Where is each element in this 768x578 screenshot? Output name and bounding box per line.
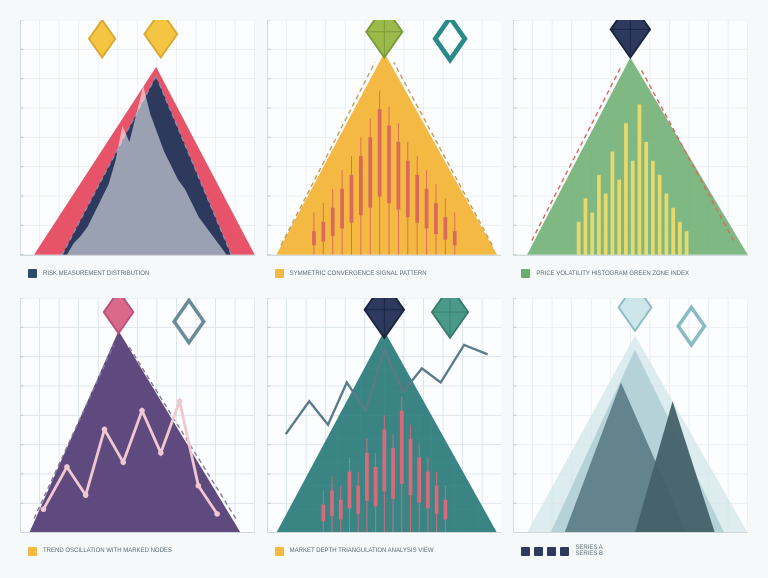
chart-legend: RISK MEASUREMENT DISTRIBUTION [20,262,255,286]
legend-icon [534,547,543,556]
legend-icon [275,269,284,278]
legend-text: PRICE VOLATILITY HISTOGRAM GREEN ZONE IN… [536,271,689,277]
legend-text: SYMMETRIC CONVERGENCE SIGNAL PATTERN [290,271,427,277]
chart-legend: TREND OSCILLATION WITH MARKED NODES [20,539,255,563]
chart-panel-1: SYMMETRIC CONVERGENCE SIGNAL PATTERN [267,20,502,286]
chart-area [513,20,748,256]
chart-panel-5: SERIES ASERIES B [513,298,748,564]
legend-text: SERIES B [575,551,603,557]
legend-text: RISK MEASUREMENT DISTRIBUTION [43,271,149,277]
chart-area [20,20,255,256]
legend-icon [547,547,556,556]
chart-legend: SYMMETRIC CONVERGENCE SIGNAL PATTERN [267,262,502,286]
legend-icon [28,547,37,556]
chart-panel-4: MARKET DEPTH TRIANGULATION ANALYSIS VIEW [267,298,502,564]
chart-panel-3: TREND OSCILLATION WITH MARKED NODES [20,298,255,564]
chart-panel-0: RISK MEASUREMENT DISTRIBUTION [20,20,255,286]
chart-area [267,298,502,534]
chart-area [513,298,748,534]
chart-legend: PRICE VOLATILITY HISTOGRAM GREEN ZONE IN… [513,262,748,286]
legend-text: MARKET DEPTH TRIANGULATION ANALYSIS VIEW [290,548,434,554]
chart-legend: SERIES ASERIES B [513,539,748,563]
legend-text: TREND OSCILLATION WITH MARKED NODES [43,548,172,554]
chart-area [20,298,255,534]
legend-icon [521,547,530,556]
legend-icon [521,269,530,278]
legend-icon [275,547,284,556]
legend-icon [28,269,37,278]
legend-icon [560,547,569,556]
chart-panel-2: PRICE VOLATILITY HISTOGRAM GREEN ZONE IN… [513,20,748,286]
chart-area [267,20,502,256]
chart-legend: MARKET DEPTH TRIANGULATION ANALYSIS VIEW [267,539,502,563]
